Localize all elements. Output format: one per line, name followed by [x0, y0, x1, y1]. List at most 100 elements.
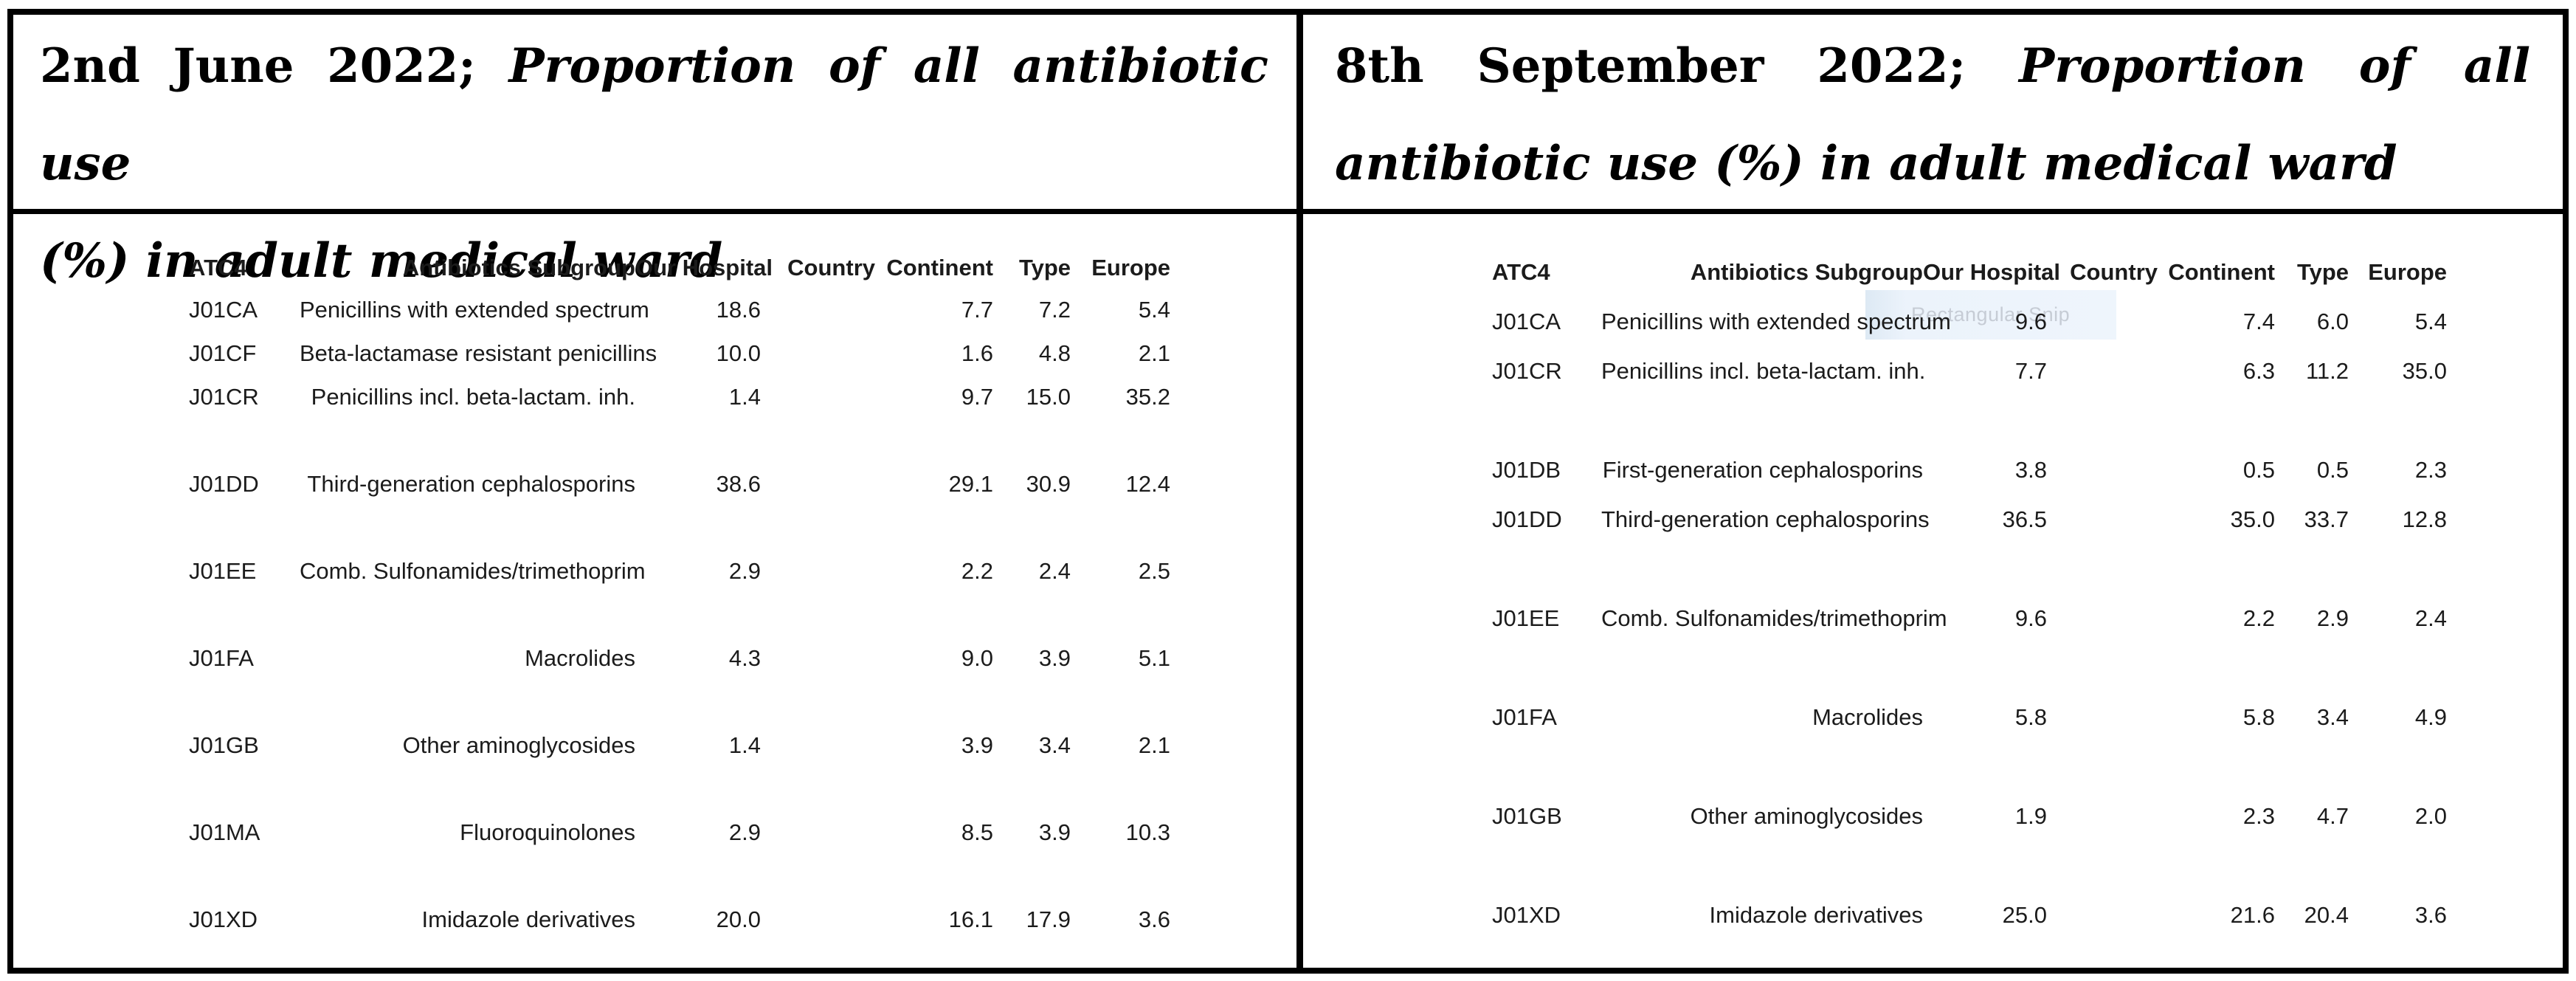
column-header: Type	[1018, 254, 1071, 280]
antibiotic-table-june: ATC4 Antibiotics Subgroup Our Hospital Coun…	[189, 247, 1170, 941]
table-cell: Macrolides	[525, 644, 635, 671]
column-header: Europe	[2368, 258, 2447, 285]
panel-june-title-line2: (%) in adult medical ward	[40, 233, 723, 289]
table-cell: 5.1	[1138, 644, 1170, 671]
panel-june-date: 2nd June 2022;	[40, 38, 476, 94]
table-cell: 38.6	[716, 470, 761, 497]
column-header: Antibiotics Subgroup	[402, 254, 635, 280]
table-header-row: ATC4 Antibiotics Subgroup Our Hospital Coun…	[189, 247, 1170, 288]
table-cell: 3.9	[1038, 644, 1071, 671]
table-cell: Penicillins incl. beta-lactam. inh.	[1601, 357, 1926, 384]
table-cell: 4.7	[2316, 802, 2349, 829]
table-row: J01FA Macrolides 5.8 5.8 3.4 4.9	[1492, 692, 2447, 742]
table-cell: 2.4	[2414, 605, 2447, 631]
column-header: Country	[2070, 258, 2158, 285]
table-cell: J01XD	[189, 906, 258, 932]
table-cell: 33.7	[2304, 506, 2349, 532]
table-cell: 1.6	[961, 340, 993, 366]
table-cell: 2.0	[2414, 802, 2447, 829]
table-cell: 4.8	[1038, 340, 1071, 366]
column-header: ATC4	[189, 254, 247, 280]
table-cell: 2.9	[728, 557, 761, 584]
column-header: ATC4	[1492, 258, 1550, 285]
table-cell: 8.5	[961, 819, 993, 845]
outer-border	[7, 9, 2569, 974]
column-header: Antibiotics Subgroup	[1690, 258, 1923, 285]
caption-separator-line	[7, 209, 2569, 214]
table-cell: 0.5	[2242, 456, 2275, 483]
table-cell: 2.2	[961, 557, 993, 584]
rectangular-snip-tooltip: Rectangular Snip	[1865, 290, 2116, 340]
panel-june-title-line1: 2nd June 2022; Proportion of all antibio…	[40, 18, 1268, 213]
column-header: Country	[787, 254, 875, 280]
spacer-row	[1492, 396, 2447, 445]
table-cell: 29.1	[948, 470, 993, 497]
column-header: Our Hospital	[1923, 258, 2061, 285]
table-cell: 3.9	[1038, 819, 1071, 845]
table-row: J01CF Beta-lactamase resistant penicillin…	[189, 331, 1170, 375]
panel-september-title-line2: antibiotic use (%) in adult medical ward	[1335, 136, 2397, 191]
column-header: Continent	[886, 254, 993, 280]
table-cell: 10.0	[716, 340, 761, 366]
table-cell: J01XD	[1492, 901, 1561, 928]
spacer-row	[189, 419, 1170, 462]
column-header: Our Hospital	[635, 254, 773, 280]
table-cell: J01CR	[189, 383, 259, 410]
column-header: Europe	[1091, 254, 1170, 280]
table-cell: Penicillins with extended spectrum	[300, 296, 649, 323]
table-cell: 2.1	[1138, 732, 1170, 758]
table-row: J01CA Penicillins with extended spectrum 9…	[1492, 297, 2447, 346]
table-cell: 15.0	[1026, 383, 1071, 410]
table-header-row: ATC4 Antibiotics Subgroup Our Hospital Coun…	[1492, 247, 2447, 297]
table-cell: J01EE	[189, 557, 257, 584]
table-cell: J01DD	[189, 470, 259, 497]
panel-september-date: 8th September 2022;	[1335, 38, 1966, 94]
table-row: J01XD Imidazole derivatives 25.0 21.6 20.4 3.…	[1492, 890, 2447, 940]
column-header: Type	[2296, 258, 2349, 285]
table-cell: 3.4	[2316, 703, 2349, 730]
table-row: J01CA Penicillins with extended spectrum 1…	[189, 288, 1170, 331]
table-row: J01EE Comb. Sulfonamides/trimethoprim 2.9 2…	[189, 549, 1170, 593]
table-cell: 3.9	[961, 732, 993, 758]
table-cell: 0.5	[2316, 456, 2349, 483]
table-cell: 9.6	[2014, 308, 2047, 334]
table-cell: 25.0	[2002, 901, 2047, 928]
table-row: J01EE Comb. Sulfonamides/trimethoprim 9.6 2…	[1492, 593, 2447, 643]
vertical-divider	[1296, 9, 1303, 974]
panel-september-title-line1: 8th September 2022; Proportion of all	[1335, 18, 2530, 115]
table-cell: 3.4	[1038, 732, 1071, 758]
table-cell: J01CA	[1492, 308, 1561, 334]
table-cell: 3.6	[1138, 906, 1170, 932]
table-cell: 2.5	[1138, 557, 1170, 584]
table-cell: 10.3	[1125, 819, 1170, 845]
table-cell: 4.3	[728, 644, 761, 671]
table-cell: 4.9	[2414, 703, 2447, 730]
table-row: J01MA Fluoroquinolones 2.9 8.5 3.9 10.3	[189, 810, 1170, 854]
table-cell: J01FA	[1492, 703, 1557, 730]
table-cell: 17.9	[1026, 906, 1071, 932]
table-cell: 1.4	[728, 732, 761, 758]
table-cell: 2.9	[2316, 605, 2349, 631]
table-cell: 3.6	[2414, 901, 2447, 928]
table-cell: 3.8	[2014, 456, 2047, 483]
table-cell: Penicillins with extended spectrum	[1601, 308, 1951, 334]
table-row: J01DD Third-generation cephalosporins 36.5…	[1492, 495, 2447, 544]
table-cell: Comb. Sulfonamides/trimethoprim	[1601, 605, 1947, 631]
spacer-row	[1492, 742, 2447, 791]
panel-september-title: 8th September 2022; Proportion of all an…	[1302, 15, 2563, 213]
table-cell: Third-generation cephalosporins	[307, 470, 635, 497]
table-cell: 1.9	[2014, 802, 2047, 829]
table-cell: 18.6	[716, 296, 761, 323]
table-row: J01DD Third-generation cephalosporins 38.6…	[189, 462, 1170, 506]
table-row: J01CR Penicillins incl. beta-lactam. inh.…	[1492, 346, 2447, 396]
spacer-row	[1492, 643, 2447, 692]
table-cell: J01CF	[189, 340, 257, 366]
table-cell: J01CR	[1492, 357, 1562, 384]
spacer-row	[189, 767, 1170, 810]
table-cell: 12.4	[1125, 470, 1170, 497]
table-row: J01GB Other aminoglycosides 1.9 2.3 4.7 2.0	[1492, 791, 2447, 841]
table-cell: 5.4	[2414, 308, 2447, 334]
table-cell: 11.2	[2305, 357, 2349, 384]
table-cell: J01DB	[1492, 456, 1561, 483]
